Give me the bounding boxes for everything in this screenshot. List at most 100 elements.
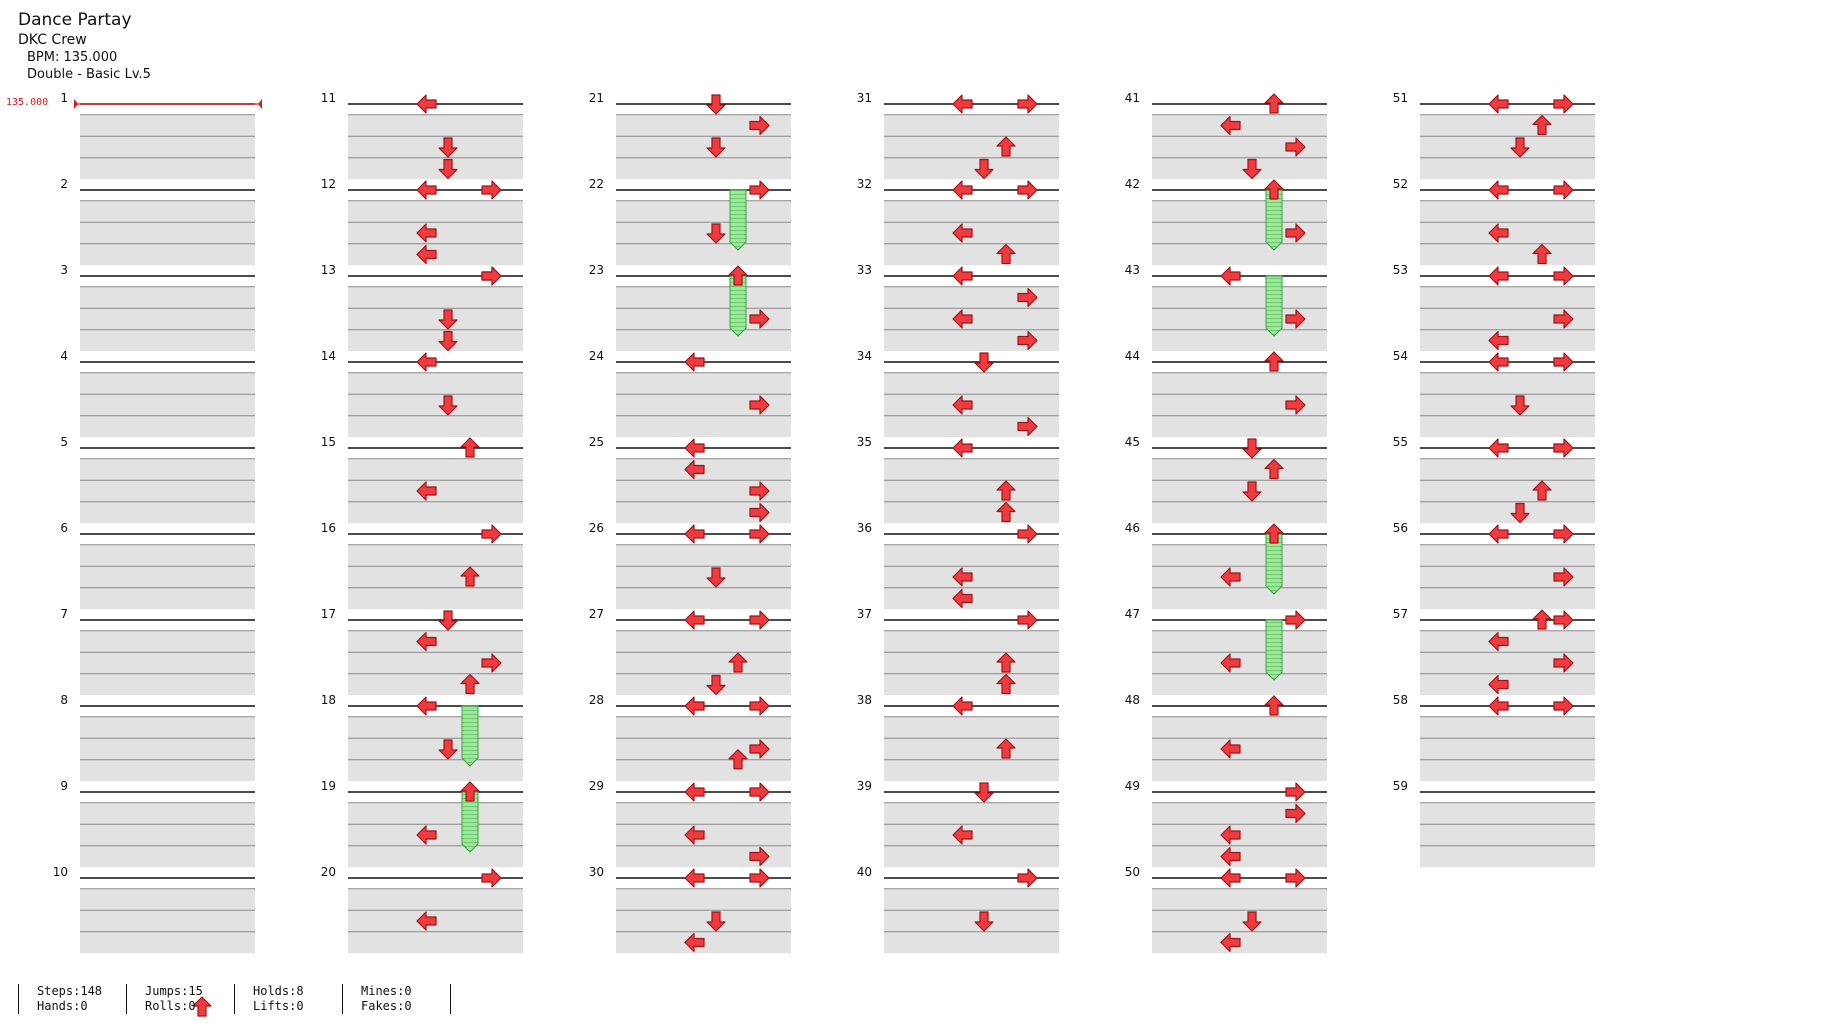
measure-number: 52 [1393, 177, 1408, 191]
arrow-shape [996, 243, 1016, 265]
right-arrow-note [749, 524, 770, 544]
right-arrow-note [749, 846, 770, 867]
measure-number: 29 [589, 779, 604, 793]
left-arrow-note [952, 588, 973, 609]
arrow-shape [996, 738, 1016, 759]
up-arrow-note [1264, 179, 1284, 200]
beat-band [1420, 372, 1595, 395]
right-arrow-note [1553, 610, 1574, 630]
arrow-shape [1285, 309, 1306, 329]
right-arrow-note [1553, 352, 1574, 372]
left-arrow-note [684, 610, 705, 630]
right-arrow-note [1553, 438, 1574, 458]
arrow-shape [706, 94, 726, 115]
arrow-shape [1488, 674, 1509, 695]
down-arrow-note [974, 158, 994, 180]
measure-number: 20 [321, 865, 336, 879]
arrow-shape [1285, 395, 1306, 415]
beat-band [884, 544, 1059, 567]
beat-band [80, 329, 255, 352]
stat-bottom: Rolls:0 [145, 999, 196, 1013]
left-arrow-note [1220, 739, 1241, 759]
up-arrow-note [1264, 523, 1284, 544]
down-arrow-note [1510, 395, 1530, 416]
down-arrow-note [1242, 158, 1262, 180]
arrow-shape [706, 911, 726, 932]
arrow-shape [1220, 868, 1241, 888]
beat-band [616, 501, 791, 524]
measure-number: 26 [589, 521, 604, 535]
arrow-shape [706, 567, 726, 588]
arrow-shape [1264, 458, 1284, 480]
beat-band [348, 458, 523, 481]
arrow-shape [416, 244, 437, 265]
arrow-shape [974, 352, 994, 373]
beat-band [80, 716, 255, 739]
measure-number: 54 [1393, 349, 1408, 363]
left-arrow-note [952, 223, 973, 243]
measure-number: 58 [1393, 693, 1408, 707]
left-arrow-note [684, 524, 705, 544]
arrow-shape [1017, 524, 1038, 544]
measure-number: 11 [321, 91, 336, 105]
right-arrow-note [1017, 524, 1038, 544]
left-arrow-note [684, 782, 705, 802]
measure-number: 21 [589, 91, 604, 105]
beat-band [884, 480, 1059, 502]
arrow-shape [996, 480, 1016, 501]
beat-band [80, 157, 255, 180]
left-arrow-note [1488, 330, 1509, 351]
stat-group: Steps:148 Hands:0 [18, 984, 126, 1014]
beat-band [348, 329, 523, 352]
arrow-shape [438, 330, 458, 352]
beat-band [884, 157, 1059, 180]
arrow-shape [1488, 524, 1509, 544]
arrow-shape [1553, 266, 1574, 286]
arrow-shape [1264, 695, 1284, 716]
beat-band [348, 372, 523, 395]
up-arrow-note [1264, 458, 1284, 480]
beat-band [80, 136, 255, 158]
beat-band [80, 394, 255, 416]
right-arrow-note [1017, 180, 1038, 200]
left-arrow-note [416, 481, 437, 501]
left-arrow-note [1488, 524, 1509, 544]
stat-bottom: Hands:0 [37, 999, 88, 1013]
arrow-shape [1220, 653, 1241, 673]
beat-band [616, 200, 791, 223]
measure-number: 40 [857, 865, 872, 879]
right-arrow-note [1553, 567, 1574, 587]
arrow-shape [749, 868, 770, 888]
beat-band [616, 630, 791, 653]
stat-group: Holds:8 Lifts:0 [234, 984, 342, 1014]
up-arrow-note [996, 738, 1016, 759]
arrow-shape [706, 223, 726, 244]
arrow-shape [952, 567, 973, 587]
measure-number: 34 [857, 349, 872, 363]
beat-band [1420, 652, 1595, 674]
measure-number: 33 [857, 263, 872, 277]
arrow-shape [438, 739, 458, 760]
hold-body [729, 189, 747, 251]
beat-band [80, 222, 255, 244]
beat-band [1152, 329, 1327, 352]
measure-number: 17 [321, 607, 336, 621]
beat-band [884, 501, 1059, 524]
arrow-shape [438, 137, 458, 158]
right-arrow-note [1285, 782, 1306, 802]
right-arrow-note [1553, 94, 1574, 114]
measure-number: 24 [589, 349, 604, 363]
arrow-shape [481, 266, 502, 286]
arrow-shape [684, 696, 705, 716]
down-arrow-note [974, 782, 994, 803]
left-arrow-note [416, 696, 437, 716]
arrow-shape [749, 610, 770, 630]
arrow-shape [749, 115, 770, 136]
right-arrow-note [481, 868, 502, 888]
beat-band [884, 458, 1059, 481]
left-arrow-note [952, 94, 973, 114]
right-arrow-note [1285, 395, 1306, 415]
beat-band [1152, 802, 1327, 825]
beat-band [1152, 673, 1327, 696]
left-arrow-note [416, 94, 437, 114]
